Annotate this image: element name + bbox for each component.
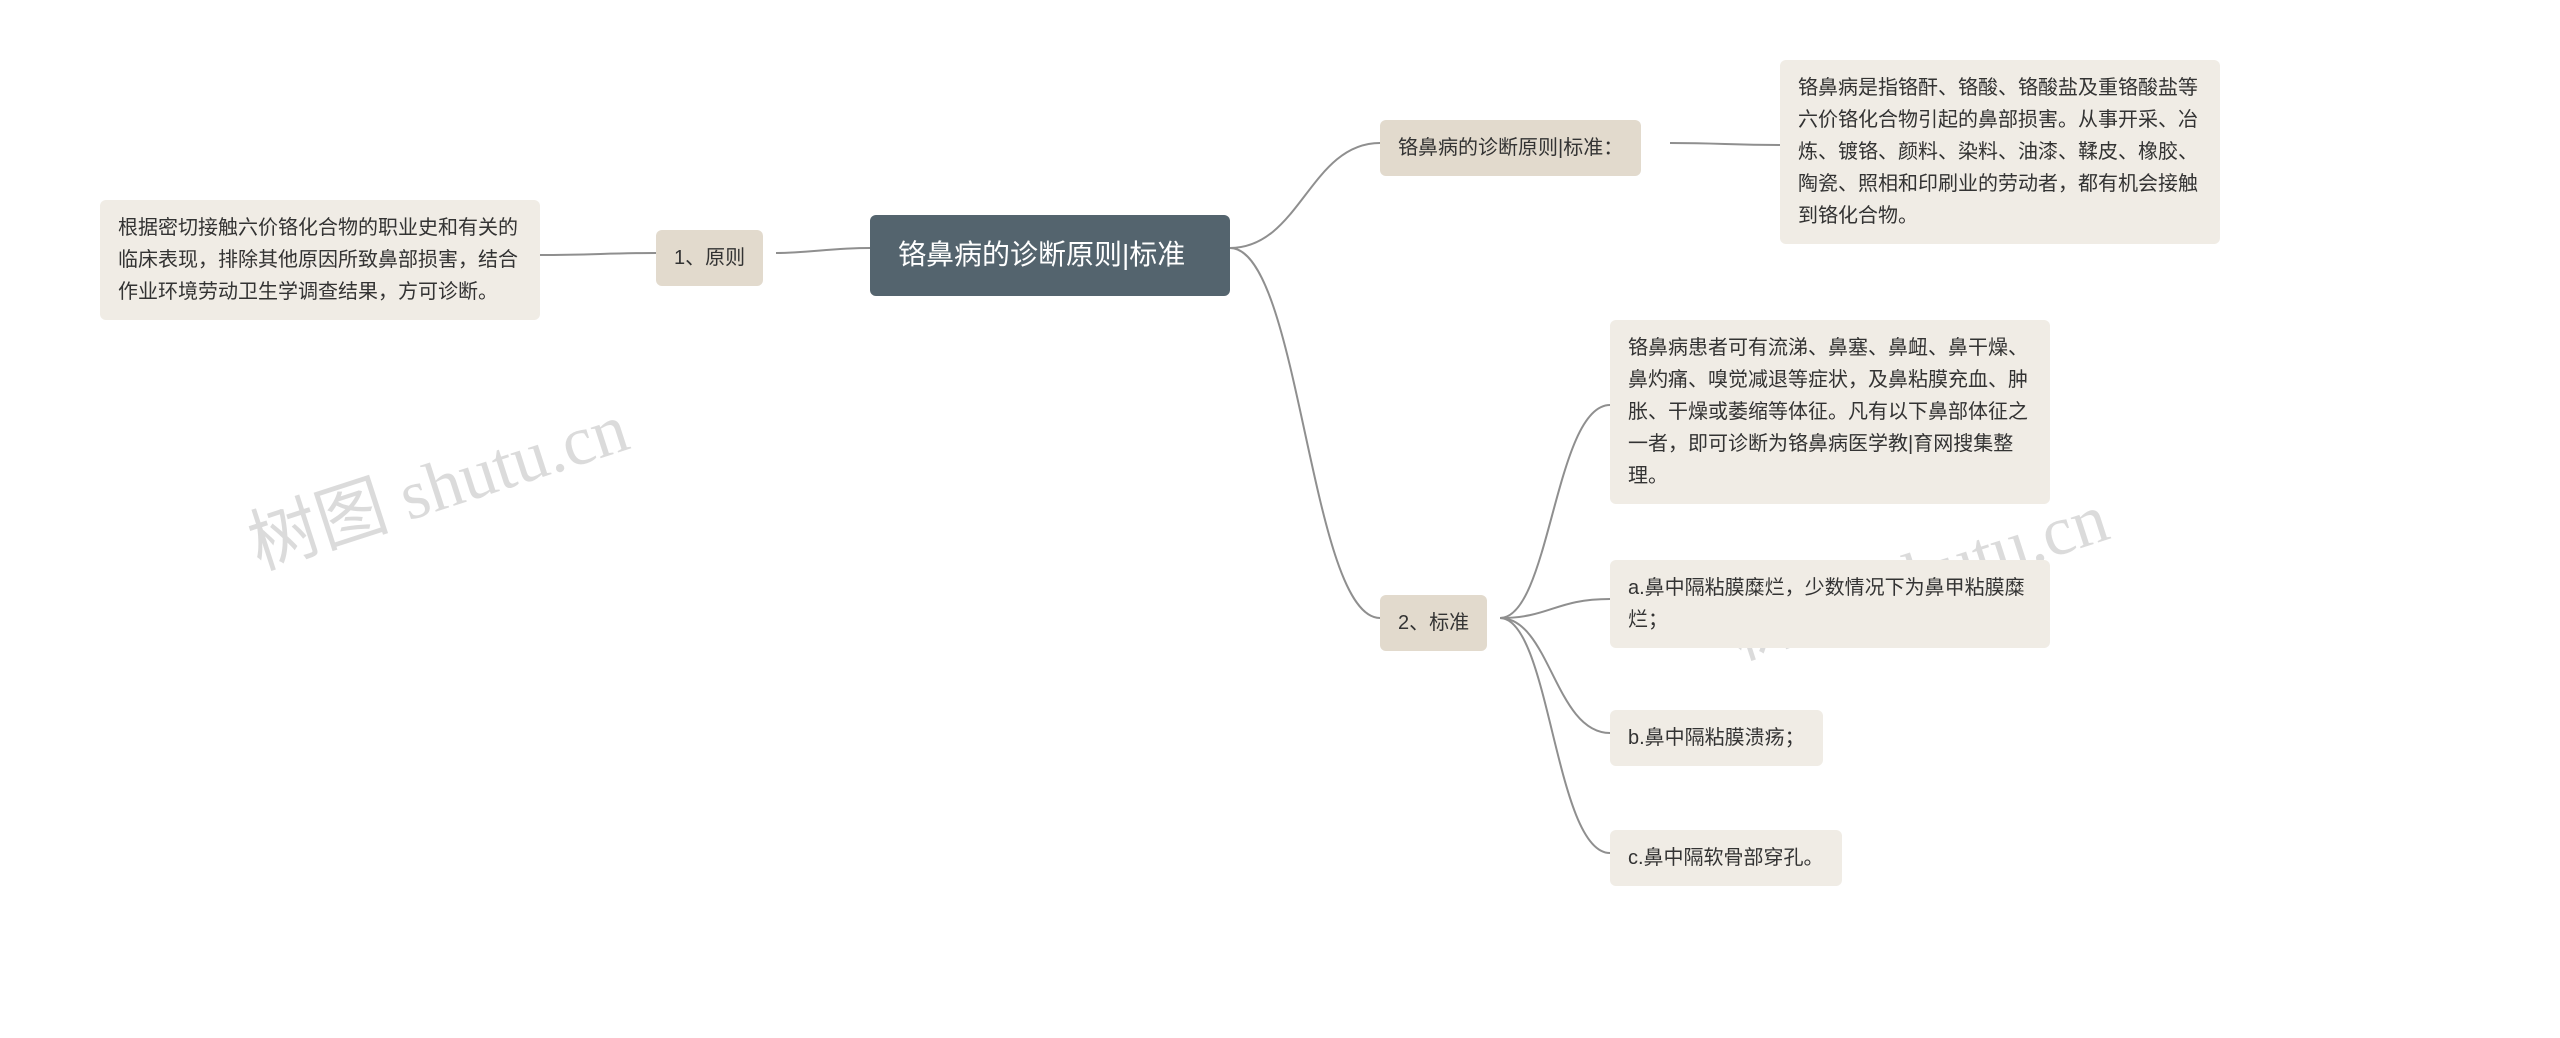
leaf-standard-a: a.鼻中隔粘膜糜烂，少数情况下为鼻甲粘膜糜烂； [1610, 560, 2050, 648]
root-node: 铬鼻病的诊断原则|标准 [870, 215, 1230, 296]
branch-principle: 1、原则 [656, 230, 763, 286]
leaf-standard-b: b.鼻中隔粘膜溃疡； [1610, 710, 1823, 766]
leaf-diagnosis-description: 铬鼻病是指铬酐、铬酸、铬酸盐及重铬酸盐等六价铬化合物引起的鼻部损害。从事开采、冶… [1780, 60, 2220, 244]
leaf-principle-text: 根据密切接触六价铬化合物的职业史和有关的临床表现，排除其他原因所致鼻部损害，结合… [100, 200, 540, 320]
branch-diagnosis-title: 铬鼻病的诊断原则|标准： [1380, 120, 1641, 176]
leaf-standard-intro: 铬鼻病患者可有流涕、鼻塞、鼻衄、鼻干燥、鼻灼痛、嗅觉减退等症状，及鼻粘膜充血、肿… [1610, 320, 2050, 504]
watermark-1: 树图 shutu.cn [234, 372, 639, 589]
leaf-standard-c: c.鼻中隔软骨部穿孔。 [1610, 830, 1842, 886]
branch-standard: 2、标准 [1380, 595, 1487, 651]
